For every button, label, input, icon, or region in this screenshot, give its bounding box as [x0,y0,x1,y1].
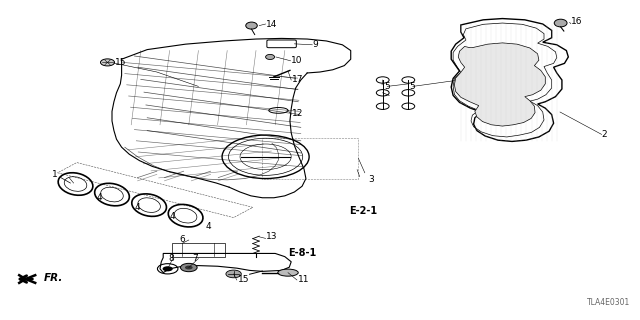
Text: FR.: FR. [44,273,63,283]
Text: TLA4E0301: TLA4E0301 [587,298,630,307]
Text: 4: 4 [170,212,175,221]
Text: E-8-1: E-8-1 [288,248,316,258]
Text: 13: 13 [266,232,277,241]
Text: 4: 4 [97,193,102,202]
Text: 4: 4 [135,203,140,212]
Text: 5: 5 [384,82,390,91]
Text: 14: 14 [266,20,277,28]
Circle shape [185,266,193,269]
Text: 5: 5 [410,82,415,91]
Circle shape [100,59,115,66]
Text: E-2-1: E-2-1 [349,206,377,216]
Text: 1: 1 [52,170,58,179]
Circle shape [226,270,241,278]
Ellipse shape [266,54,275,60]
Polygon shape [454,43,545,126]
Text: 10: 10 [291,56,303,65]
Text: 15: 15 [115,58,127,67]
Circle shape [180,263,197,272]
Text: 4: 4 [205,222,211,231]
Text: 7: 7 [193,254,198,263]
Ellipse shape [246,22,257,29]
Text: 17: 17 [292,75,303,84]
Text: 15: 15 [238,276,250,284]
Text: 9: 9 [312,40,318,49]
Text: 8: 8 [168,254,173,263]
Text: 16: 16 [571,17,582,26]
Text: 11: 11 [298,276,309,284]
Text: 3: 3 [368,175,374,184]
Circle shape [163,266,173,271]
Ellipse shape [278,269,298,276]
Text: 2: 2 [602,130,607,139]
Text: 12: 12 [292,109,303,118]
Ellipse shape [554,19,567,27]
Text: 6: 6 [180,236,185,244]
